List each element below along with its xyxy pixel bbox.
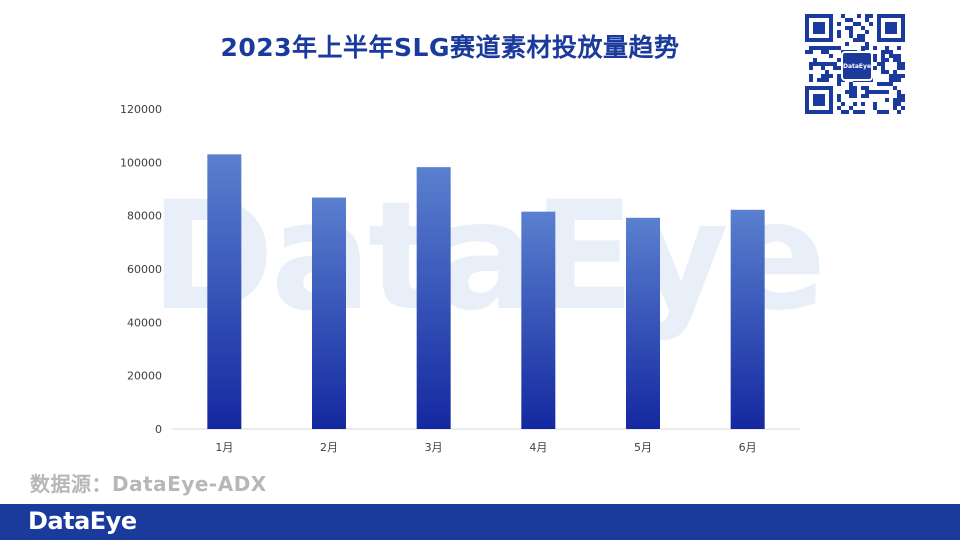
bar-6 — [730, 209, 765, 429]
x-tick-label: 4月 — [529, 441, 547, 454]
bar-chart: 120000 100000 80000 60000 40000 20000 0 1月 2月 3月… — [120, 103, 800, 454]
data-source: 数据源：DataEye-ADX — [30, 472, 267, 496]
qr-code: DataEye — [805, 13, 905, 115]
y-tick-label: 100000 — [120, 156, 162, 169]
qr-logo-badge: DataEye — [841, 51, 873, 81]
x-tick-label: 2月 — [320, 441, 338, 454]
chart-title: 2023年上半年SLG赛道素材投放量趋势 — [220, 33, 680, 62]
x-tick-label: 3月 — [425, 441, 443, 454]
bar-3 — [416, 167, 451, 429]
bar-4 — [521, 211, 556, 429]
y-tick-label: 0 — [155, 423, 162, 436]
y-tick-label: 40000 — [127, 316, 162, 329]
x-axis: 1月 2月 3月 4月 5月 6月 — [215, 441, 756, 454]
x-tick-label: 5月 — [634, 441, 652, 454]
qr-pattern — [805, 14, 905, 114]
bar-1 — [207, 154, 242, 430]
y-tick-label: 60000 — [127, 263, 162, 276]
x-tick-label: 1月 — [215, 441, 233, 454]
bar-2 — [312, 197, 346, 429]
y-tick-label: 20000 — [127, 370, 162, 383]
bar-5 — [626, 217, 660, 429]
y-axis: 120000 100000 80000 60000 40000 20000 0 — [120, 103, 162, 436]
y-tick-label: 120000 — [120, 103, 162, 116]
footer-logo: DataEye — [28, 507, 137, 535]
x-tick-label: 6月 — [739, 441, 757, 454]
bars — [207, 154, 765, 430]
y-tick-label: 80000 — [127, 210, 162, 223]
footer-bar: DataEye — [0, 504, 960, 540]
